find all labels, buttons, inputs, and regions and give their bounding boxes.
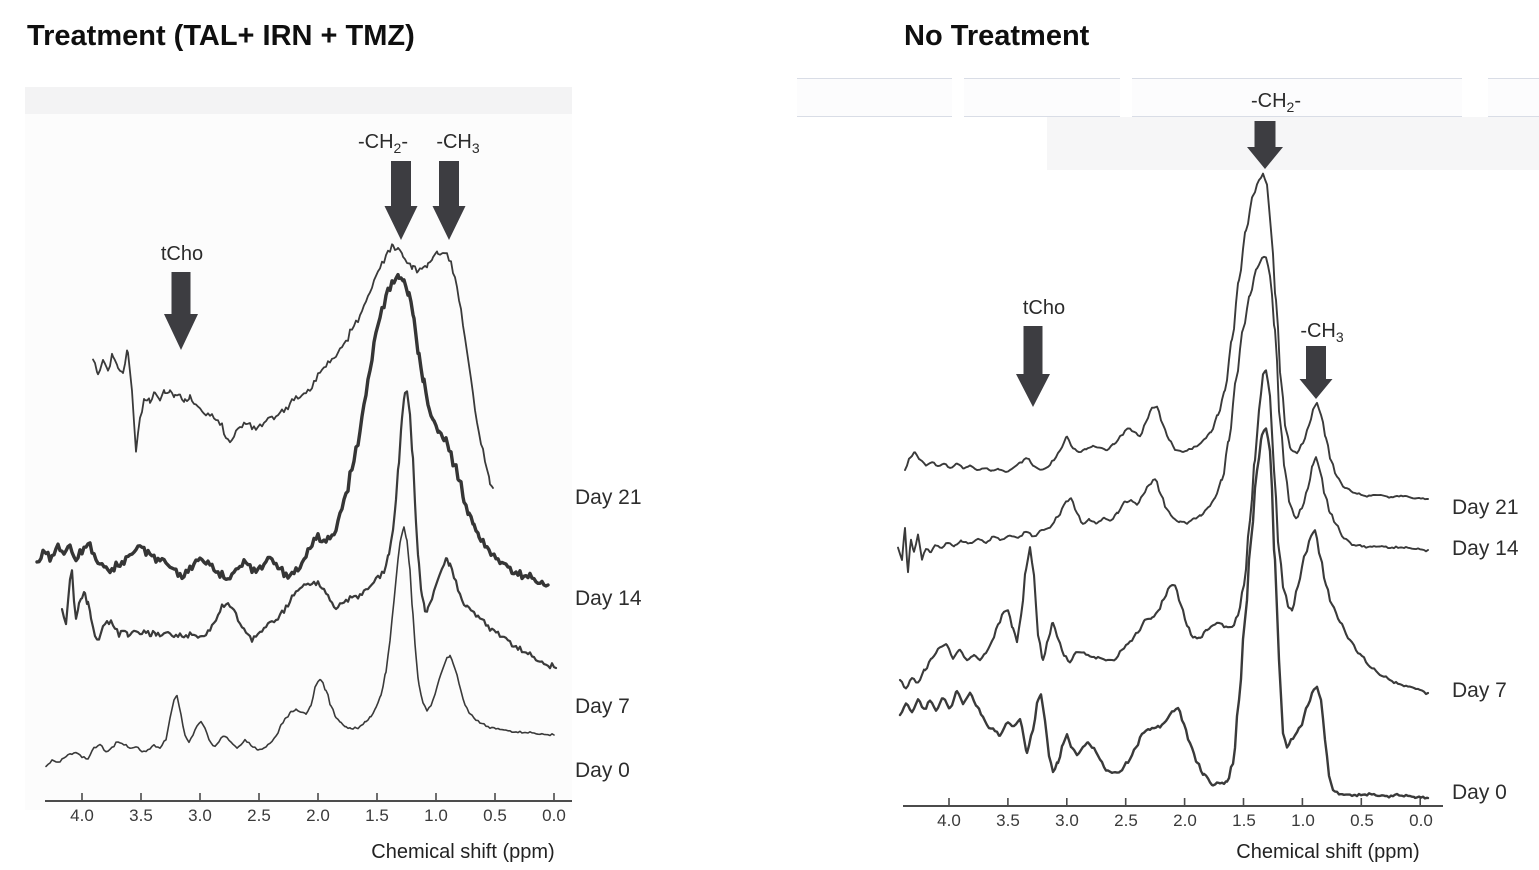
annotation-tcho-left: tCho bbox=[160, 243, 204, 265]
left-top-band bbox=[25, 87, 572, 114]
trace-label-day7-right: Day 7 bbox=[1452, 679, 1507, 702]
x-tick-label: 1.0 bbox=[1291, 811, 1315, 830]
x-tick-label: 0.5 bbox=[1350, 811, 1374, 830]
annotation-ch3-left: -CH3 bbox=[436, 131, 480, 156]
x-tick-label: 2.0 bbox=[306, 806, 330, 825]
x-tick-label: 0.0 bbox=[1409, 811, 1433, 830]
right-top-band-segment bbox=[1132, 78, 1462, 117]
annotation-ch2-left: -CH2- bbox=[357, 131, 408, 156]
trace-label-day14-left: Day 14 bbox=[575, 587, 642, 610]
trace-label-day14-right: Day 14 bbox=[1452, 537, 1519, 560]
x-axis-title-right: Chemical shift (ppm) bbox=[1236, 841, 1420, 863]
annotation-ch2-right: -CH2- bbox=[1250, 90, 1301, 115]
x-tick-label: 4.0 bbox=[937, 811, 961, 830]
x-tick-label: 4.0 bbox=[70, 806, 94, 825]
x-tick-label: 1.0 bbox=[424, 806, 448, 825]
right-panel-title: No Treatment bbox=[904, 20, 1090, 52]
x-tick-label: 1.5 bbox=[1232, 811, 1256, 830]
x-axis-title-left: Chemical shift (ppm) bbox=[371, 841, 555, 863]
x-tick-label: 0.0 bbox=[542, 806, 566, 825]
x-tick-label: 0.5 bbox=[483, 806, 507, 825]
x-tick-label: 3.0 bbox=[1055, 811, 1079, 830]
x-tick-label: 2.0 bbox=[1173, 811, 1197, 830]
left-plot-background bbox=[25, 87, 572, 810]
trace-label-day21-right: Day 21 bbox=[1452, 496, 1519, 519]
right-top-band-segment bbox=[964, 78, 1120, 117]
right-faint-band bbox=[1047, 117, 1539, 170]
annotation-ch3-right: -CH3 bbox=[1300, 320, 1344, 345]
trace-label-day0-left: Day 0 bbox=[575, 759, 630, 782]
left-panel-title: Treatment (TAL+ IRN + TMZ) bbox=[27, 20, 415, 52]
x-tick-label: 3.0 bbox=[188, 806, 212, 825]
trace-label-day21-left: Day 21 bbox=[575, 486, 642, 509]
right-top-band-segment bbox=[797, 78, 952, 117]
right-top-band-segment bbox=[1488, 78, 1539, 117]
x-tick-label: 2.5 bbox=[247, 806, 271, 825]
trace-label-day7-left: Day 7 bbox=[575, 695, 630, 718]
x-tick-label: 3.5 bbox=[129, 806, 153, 825]
x-tick-label: 1.5 bbox=[365, 806, 389, 825]
trace-label-day0-right: Day 0 bbox=[1452, 781, 1507, 804]
x-tick-label: 2.5 bbox=[1114, 811, 1138, 830]
annotation-tcho-right: tCho bbox=[1022, 297, 1066, 319]
x-tick-label: 3.5 bbox=[996, 811, 1020, 830]
